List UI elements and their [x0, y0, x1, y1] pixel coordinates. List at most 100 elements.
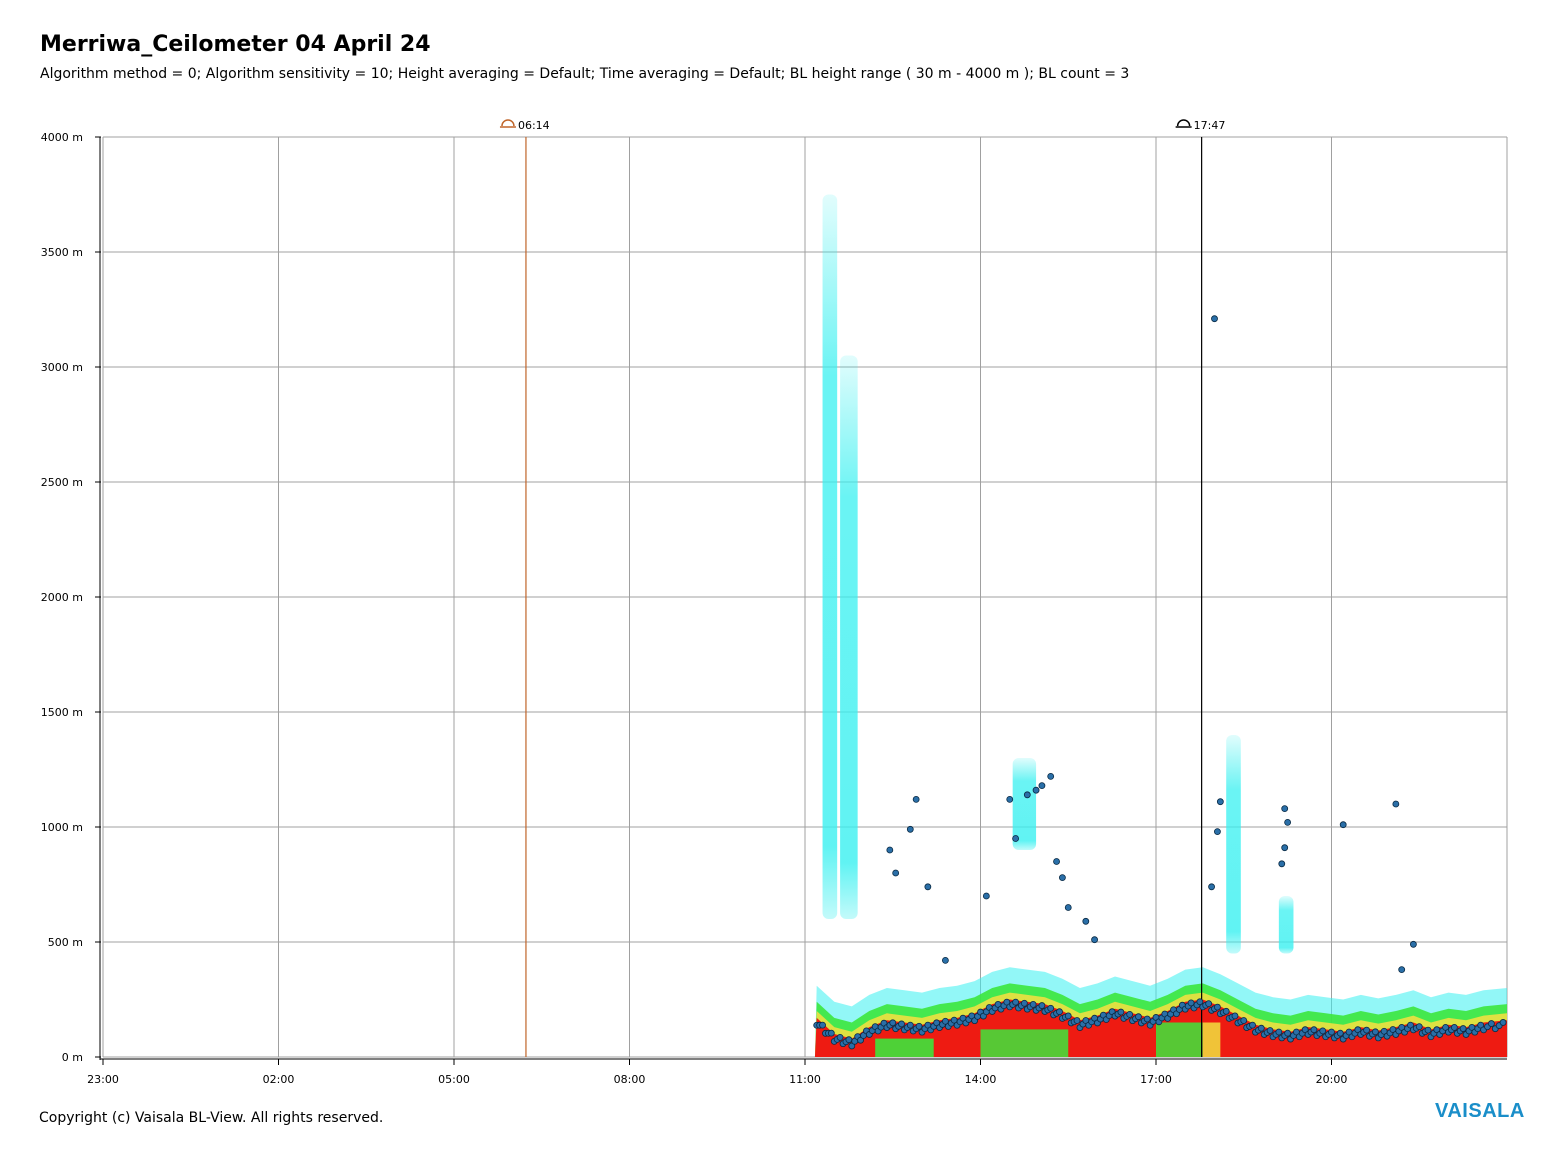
bl-height-point	[1310, 1026, 1318, 1034]
bl-height-point	[1442, 1024, 1449, 1031]
bl-height-point	[906, 1021, 914, 1029]
bl-height-point	[1257, 1024, 1265, 1032]
cloud-plume	[1012, 758, 1037, 850]
upper-detection-point	[1023, 791, 1031, 799]
y-tick-label: 2000 m	[41, 591, 83, 604]
surface-band-green	[1156, 1022, 1203, 1057]
bl-height-point	[1126, 1010, 1134, 1018]
surface-band-green	[875, 1038, 934, 1057]
bl-height-point	[942, 1017, 949, 1025]
upper-detection-point	[912, 796, 920, 803]
upper-detection-point	[982, 892, 990, 900]
bl-height-point	[1407, 1021, 1414, 1029]
upper-detection-point	[1398, 966, 1406, 973]
upper-detection-point	[1214, 828, 1221, 835]
upper-detection-point	[1012, 835, 1019, 842]
sunset-time-label: 17:47	[1194, 119, 1226, 132]
y-tick-label: 1000 m	[41, 821, 83, 834]
upper-detection-point	[892, 869, 900, 877]
upper-detection-point	[1006, 796, 1014, 803]
bl-height-point	[1135, 1013, 1142, 1021]
cloud-plume	[840, 355, 858, 919]
upper-detection-point	[942, 957, 949, 964]
x-tick-label: 23:00	[87, 1073, 119, 1086]
upper-detection-point	[1064, 904, 1072, 911]
y-tick-label: 3000 m	[41, 361, 83, 374]
upper-detection-point	[1392, 800, 1400, 808]
bl-height-point	[1354, 1026, 1362, 1034]
bl-height-point	[1038, 1002, 1046, 1009]
bl-height-point	[1301, 1026, 1309, 1034]
bl-height-point	[1459, 1025, 1467, 1032]
y-tick-label: 2500 m	[41, 476, 83, 489]
y-tick-label: 1500 m	[41, 706, 83, 719]
bl-height-point	[1231, 1012, 1239, 1020]
upper-detection-point	[1053, 858, 1060, 865]
y-tick-label: 500 m	[48, 936, 83, 949]
upper-detection-point	[1216, 798, 1224, 806]
x-tick-label: 02:00	[263, 1073, 295, 1086]
bl-height-point	[1196, 998, 1204, 1006]
bl-height-point	[915, 1022, 923, 1030]
x-tick-label: 20:00	[1316, 1073, 1348, 1086]
y-tick-label: 0 m	[62, 1051, 83, 1064]
copyright-text: Copyright (c) Vaisala BL-View. All right…	[39, 1110, 384, 1126]
upper-detection-point	[906, 825, 914, 833]
bl-height-point	[1424, 1026, 1432, 1034]
cloud-plume	[822, 194, 838, 919]
bl-height-point	[1020, 999, 1028, 1007]
bl-height-point	[1266, 1027, 1274, 1034]
bl-height-point	[1214, 1003, 1221, 1011]
x-tick-label: 05:00	[438, 1073, 470, 1086]
upper-detection-point	[1038, 782, 1046, 789]
upper-detection-point	[1284, 819, 1292, 826]
bl-height-point	[1328, 1028, 1335, 1036]
x-tick-label: 11:00	[789, 1073, 821, 1086]
bl-height-point	[1363, 1026, 1370, 1034]
bl-height-point	[1240, 1017, 1248, 1024]
bl-height-point	[1029, 1001, 1037, 1008]
chart-subtitle: Algorithm method = 0; Algorithm sensitiv…	[40, 66, 1130, 82]
sunset-icon	[1176, 119, 1191, 127]
upper-detection-point	[1091, 936, 1098, 944]
y-tick-label: 4000 m	[41, 131, 83, 144]
upper-detection-point	[1281, 844, 1289, 852]
bl-height-point	[1073, 1017, 1081, 1024]
upper-detection-point	[1059, 874, 1066, 881]
bl-height-point	[1047, 1004, 1055, 1012]
bl-height-point	[1205, 1000, 1213, 1008]
bl-height-point	[1275, 1028, 1283, 1036]
cloud-plume	[1278, 896, 1294, 954]
upper-detection-point	[1281, 805, 1289, 812]
bl-height-point	[845, 1036, 853, 1044]
x-tick-label: 14:00	[965, 1073, 997, 1086]
x-tick-label: 08:00	[614, 1073, 646, 1086]
upper-detection-point	[1032, 786, 1040, 794]
surface-band-green	[980, 1029, 1069, 1057]
bl-height-point	[1056, 1008, 1063, 1016]
bl-height-point	[1249, 1021, 1256, 1029]
surface-band-yellow	[1202, 1022, 1221, 1057]
chart-title: Merriwa_Ceilometer 04 April 24	[40, 32, 431, 57]
bl-height-point	[1222, 1007, 1230, 1015]
bl-height-point	[1187, 999, 1195, 1007]
bl-height-point	[836, 1033, 844, 1041]
bl-height-point	[1319, 1027, 1327, 1035]
upper-detection-point	[924, 883, 932, 891]
bl-height-point	[1003, 998, 1011, 1006]
x-tick-label: 17:00	[1140, 1073, 1172, 1086]
bl-height-point	[1143, 1015, 1151, 1023]
bl-height-point	[1371, 1028, 1379, 1036]
bl-height-point	[1450, 1024, 1458, 1031]
bl-height-point	[1117, 1008, 1125, 1016]
upper-detection-point	[1082, 917, 1090, 925]
bl-height-point	[1499, 1019, 1507, 1026]
bl-height-point	[898, 1020, 905, 1028]
upper-detection-point	[1211, 315, 1218, 323]
bl-height-point	[1012, 998, 1019, 1006]
upper-detection-point	[886, 846, 894, 854]
upper-detection-point	[1339, 821, 1347, 829]
upper-detection-point	[1278, 860, 1286, 868]
upper-detection-point	[1410, 940, 1417, 948]
sunrise-time-label: 06:14	[518, 119, 550, 132]
